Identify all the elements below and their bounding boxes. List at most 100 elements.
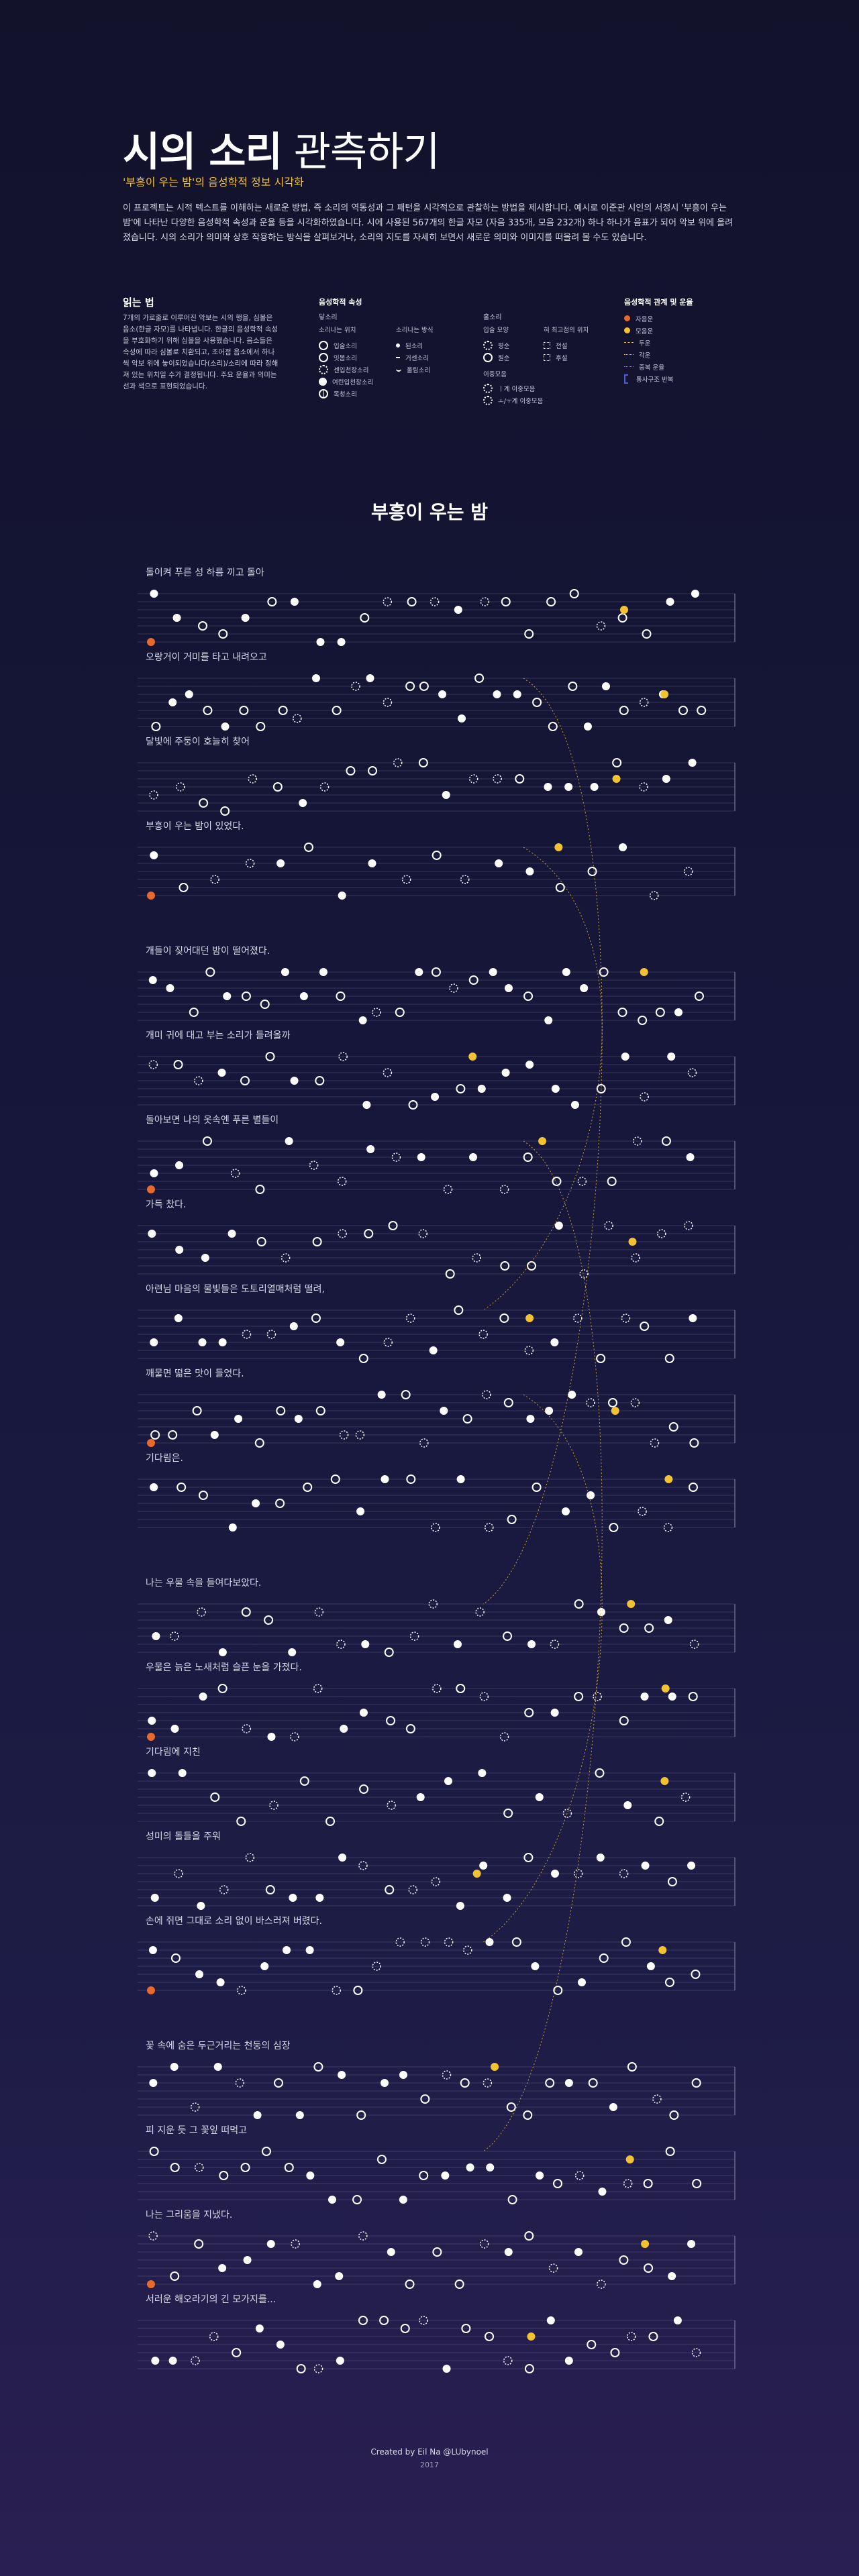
phoneme-note [454,606,462,614]
phoneme-note [619,706,629,715]
phoneme-note [313,1684,323,1693]
phoneme-note [504,984,513,992]
phoneme-note [596,1354,606,1363]
phoneme-note [327,2196,336,2204]
phoneme-note [148,976,157,984]
assonance-note [538,1137,547,1145]
phoneme-note [332,1986,342,1995]
phoneme-note [545,2078,555,2088]
phoneme-note [185,690,193,698]
phoneme-note [148,1060,158,1069]
phoneme-note [256,722,266,731]
phoneme-note [495,859,503,867]
phoneme-note [383,597,392,606]
phoneme-note [284,2163,294,2172]
phoneme-note [242,1330,252,1339]
phoneme-note [338,1854,347,1862]
phoneme-note [290,1077,299,1085]
phoneme-note [444,1777,452,1785]
phoneme-note [315,1076,325,1085]
phoneme-note [454,2279,464,2289]
phoneme-note [376,2155,387,2164]
phoneme-note [574,2171,585,2180]
phoneme-note [267,1733,276,1741]
phoneme-note [474,674,485,683]
phoneme-note [261,2147,271,2156]
phoneme-note [468,774,478,784]
phoneme-note [619,1869,629,1878]
phoneme-note [315,1406,325,1415]
howto-text: 7개의 가로줄로 이루어진 악보는 시의 행을, 심볼은 음소(한글 자모)를 … [123,314,279,390]
phoneme-note [252,1499,260,1507]
phoneme-note [453,1640,462,1648]
phoneme-note [366,1145,375,1153]
phoneme-note [386,1716,396,1725]
phoneme-note [573,1313,583,1323]
phoneme-note [148,1230,156,1238]
phoneme-note [444,1937,454,1947]
phoneme-note [569,589,579,598]
phoneme-note [291,2239,300,2249]
phoneme-note [175,1246,184,1254]
phoneme-note [361,1640,370,1648]
alveolar-icon [319,352,328,362]
phoneme-note [219,2171,229,2180]
legend-manner-title: 소리나는 방식 [396,327,434,334]
phoneme-note [524,2231,534,2241]
phoneme-note [597,1608,605,1616]
phoneme-note [485,2332,495,2341]
phoneme-note [657,1229,666,1238]
phoneme-note [583,722,592,731]
phoneme-note [638,1507,647,1516]
phoneme-note [597,2279,606,2289]
phoneme-note [507,1515,517,1524]
phoneme-note [150,1894,159,1902]
phoneme-note [643,2179,653,2188]
phoneme-note [655,1008,665,1017]
phoneme-note [667,1877,677,1886]
legend-item: 두운 [624,335,673,347]
phoneme-note [479,2239,489,2249]
phoneme-note [458,714,466,722]
phoneme-note [485,1938,494,1946]
phoneme-note [337,638,346,646]
phoneme-note [358,1016,367,1024]
phoneme-note [309,1161,319,1170]
phoneme-note [642,629,652,639]
phoneme-note [150,1430,160,1440]
phoneme-note [303,1483,313,1492]
phoneme-note [381,1475,389,1483]
phoneme-note [253,2111,262,2119]
phoneme-note [507,2195,517,2204]
phoneme-note [170,2163,180,2172]
phoneme-note [499,1185,509,1194]
phoneme-note [553,1986,563,1995]
phoneme-note [590,783,599,791]
phoneme-note [353,1986,363,1995]
phoneme-note [640,1092,649,1102]
phoneme-note [150,590,158,598]
phoneme-note [383,1338,393,1347]
phoneme-note [405,682,415,691]
consonance-note [147,2280,155,2288]
legend-item: 전설 [544,338,567,350]
phoneme-note [170,1725,179,1733]
phoneme-note [312,1237,322,1246]
legend-manner-list: 된소리 거센소리 울림소리 [396,338,430,374]
phoneme-note [550,1338,559,1346]
phoneme-note [688,1692,698,1701]
legend-phonetic-title: 음성학적 속성 [319,298,362,307]
intro-paragraph: 이 프로젝트는 시적 텍스트를 이해하는 새로운 방법, 즉 소리의 역동성과 … [123,203,734,243]
assonance-note [640,968,648,976]
phoneme-note [431,967,441,977]
phoneme-note [689,1438,699,1448]
phoneme-note [666,598,674,606]
legend-item: 잇몸소리 [319,350,373,362]
phoneme-note [511,1937,521,1947]
phoneme-note [358,1354,368,1363]
phoneme-note [192,1406,202,1415]
palatal-icon [319,364,328,374]
phoneme-note [245,1853,255,1862]
phoneme-note [368,766,378,775]
phoneme-note [336,991,346,1001]
